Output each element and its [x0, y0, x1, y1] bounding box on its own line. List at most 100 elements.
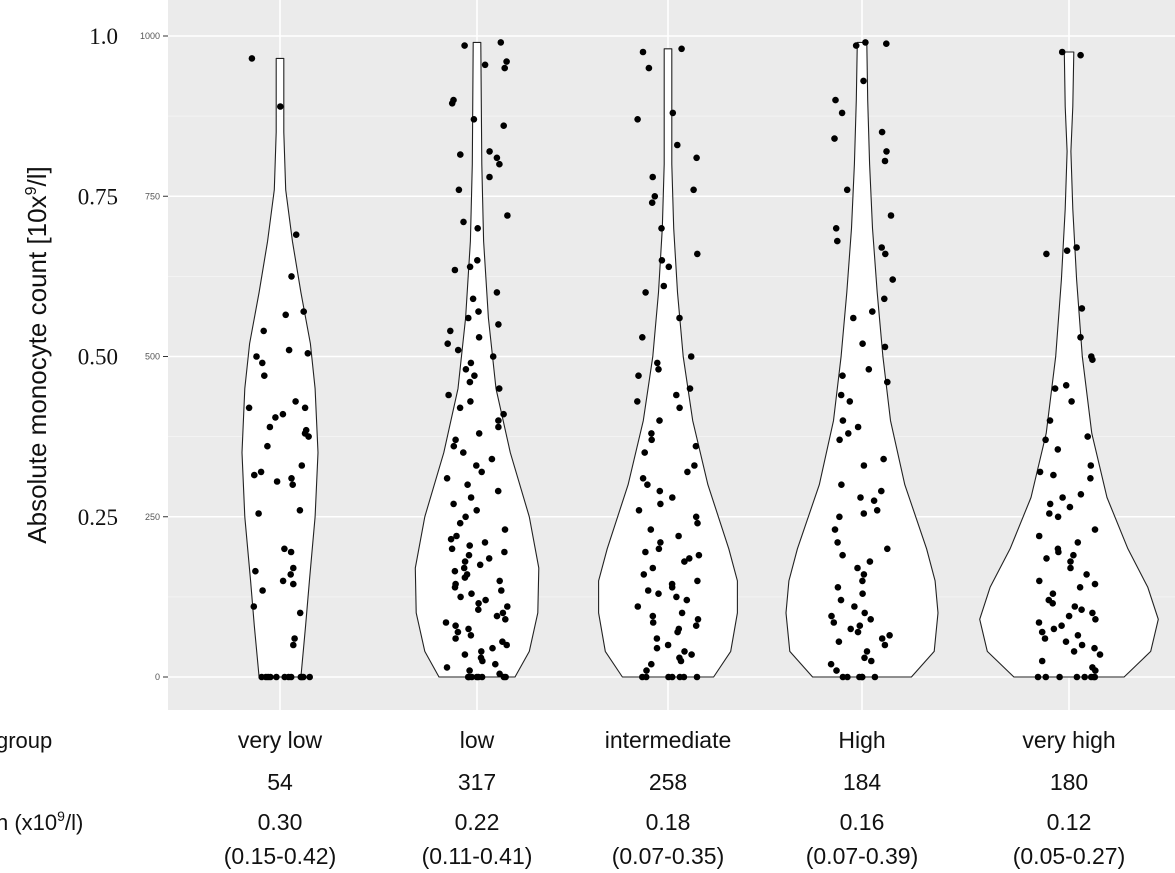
point-2-51 [640, 571, 648, 578]
point-1-27 [475, 334, 483, 341]
point-2-45 [655, 545, 663, 553]
point-1-6 [448, 100, 456, 107]
point-1-76 [468, 590, 475, 597]
point-3-72 [858, 673, 866, 681]
point-4-19 [1087, 475, 1094, 482]
y-tick-inner-0: 0 [155, 672, 160, 682]
point-0-20 [305, 433, 312, 440]
point-3-19 [850, 314, 857, 322]
point-4-21 [1059, 494, 1066, 501]
point-3-42 [884, 545, 891, 553]
point-1-16 [460, 218, 467, 226]
point-4-57 [1096, 651, 1104, 658]
point-1-18 [474, 257, 481, 264]
point-4-66 [1056, 673, 1063, 681]
point-2-33 [684, 468, 691, 476]
point-2-0 [678, 45, 685, 53]
point-0-28 [296, 507, 304, 514]
point-2-40 [692, 513, 700, 521]
point-2-61 [649, 612, 657, 620]
point-1-25 [495, 321, 502, 328]
point-2-21 [655, 366, 662, 373]
point-0-50 [273, 673, 280, 681]
point-3-25 [837, 391, 845, 399]
median-label-2: 0.18 [646, 809, 691, 835]
point-3-62 [881, 641, 889, 649]
point-4-65 [1073, 673, 1081, 681]
point-2-15 [660, 282, 668, 290]
point-1-3 [481, 61, 489, 69]
row-label-group: group [0, 728, 52, 753]
point-2-22 [635, 372, 642, 380]
point-3-3 [860, 77, 867, 85]
point-4-54 [1078, 641, 1086, 649]
point-1-39 [500, 410, 507, 418]
point-1-53 [450, 500, 457, 508]
point-0-2 [292, 231, 300, 238]
point-1-9 [486, 148, 493, 155]
point-4-39 [1049, 590, 1057, 597]
point-2-59 [634, 603, 642, 610]
point-1-74 [451, 584, 459, 591]
point-4-3 [1063, 247, 1071, 254]
point-4-35 [1083, 571, 1090, 578]
point-0-16 [272, 414, 279, 421]
point-2-26 [676, 404, 683, 412]
point-3-47 [859, 577, 866, 585]
point-1-82 [499, 609, 507, 617]
point-1-4 [501, 64, 509, 72]
point-2-67 [653, 635, 661, 642]
point-4-20 [1077, 491, 1085, 498]
point-3-15 [882, 250, 889, 258]
point-3-14 [878, 244, 885, 251]
point-1-95 [461, 651, 469, 658]
point-4-10 [1051, 385, 1059, 392]
point-4-6 [1077, 334, 1084, 341]
point-4-48 [1058, 622, 1065, 629]
median-label-1: 0.22 [455, 809, 500, 835]
point-2-74 [648, 660, 655, 668]
point-2-68 [664, 641, 672, 649]
point-1-56 [456, 519, 464, 527]
point-2-31 [641, 449, 648, 456]
point-4-26 [1091, 526, 1099, 533]
point-1-14 [455, 186, 463, 194]
point-4-0 [1058, 48, 1066, 56]
category-label-0: very low [238, 727, 323, 753]
point-4-2 [1073, 244, 1080, 251]
point-1-21 [493, 289, 501, 296]
y-tick-inner-2: 500 [145, 352, 160, 362]
point-3-68 [871, 673, 879, 681]
point-2-10 [648, 199, 656, 206]
y-tick-outer-1: 0.50 [78, 345, 118, 370]
point-4-55 [1091, 644, 1098, 652]
point-3-67 [833, 667, 840, 674]
point-3-8 [883, 148, 890, 155]
point-1-31 [467, 359, 475, 367]
point-2-50 [649, 564, 657, 572]
point-4-4 [1043, 250, 1050, 258]
point-3-11 [887, 212, 895, 219]
point-1-0 [497, 39, 505, 46]
point-2-54 [668, 584, 676, 591]
point-1-54 [473, 507, 481, 514]
point-3-50 [837, 596, 845, 604]
point-1-90 [452, 635, 459, 642]
point-0-52 [297, 673, 305, 681]
point-2-5 [674, 141, 681, 149]
point-1-75 [498, 587, 505, 594]
point-0-29 [255, 510, 262, 517]
y-tick-inner-3: 750 [145, 191, 160, 201]
point-4-22 [1046, 500, 1054, 508]
point-2-82 [676, 673, 684, 681]
point-1-109 [478, 673, 486, 681]
point-3-6 [878, 128, 886, 136]
point-2-39 [635, 507, 643, 514]
point-4-11 [1068, 398, 1075, 405]
point-1-55 [462, 513, 469, 521]
point-0-3 [288, 273, 295, 280]
point-2-28 [648, 430, 655, 437]
point-4-24 [1046, 510, 1053, 517]
point-3-34 [878, 487, 885, 495]
point-1-79 [475, 600, 482, 607]
